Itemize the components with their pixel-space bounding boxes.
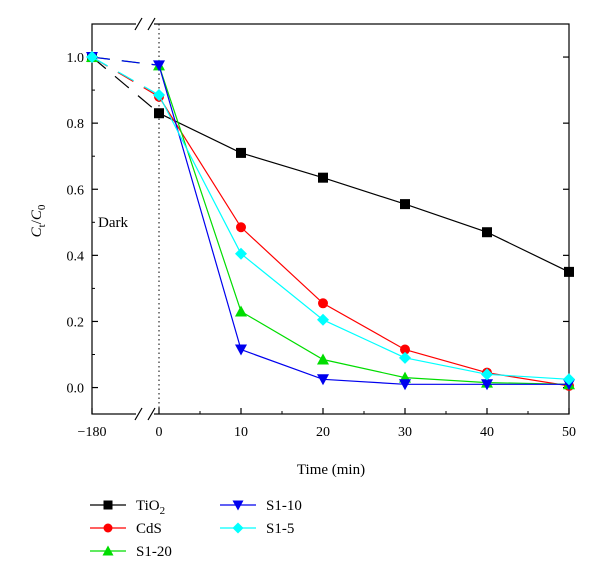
legend-label: S1-20 (136, 544, 172, 560)
series-line (158, 65, 570, 385)
x-tick-label: 50 (562, 425, 576, 440)
x-tick-label: 40 (480, 425, 494, 440)
y-tick-label: 1.0 (67, 51, 85, 66)
dark-annotation: Dark (98, 215, 128, 231)
data-point (481, 379, 493, 391)
data-point (317, 313, 329, 326)
legend-marker (102, 545, 114, 556)
plot-frame (91, 23, 570, 415)
series-line (158, 96, 570, 387)
x-tick-label: 20 (316, 425, 330, 440)
legend: TiO2 CdS S1-20 S1-10 S1-5 (90, 498, 302, 560)
series-tio2 (87, 52, 574, 277)
data-point (400, 199, 410, 210)
axis-break-mark-top (147, 17, 156, 31)
data-point (400, 344, 410, 355)
data-point (235, 305, 247, 317)
y-axis-title: Ct/C0 (29, 204, 48, 237)
series-s1-5 (86, 51, 575, 386)
y-tick-label: 0.4 (67, 249, 85, 264)
data-point (318, 298, 328, 309)
axis-break-gap-top (136, 20, 154, 28)
legend-label: S1-5 (266, 521, 294, 537)
legend-marker (232, 522, 244, 534)
data-point (563, 373, 575, 386)
legend-label: CdS (136, 521, 162, 537)
y-tick-label: 0.8 (67, 117, 85, 132)
data-point (154, 108, 164, 119)
data-point (317, 353, 329, 365)
data-point (236, 222, 246, 233)
series-line (158, 112, 570, 273)
data-point (86, 51, 98, 64)
axes: −180 0 10 20 30 40 50 0.0 0.2 0.4 0.6 0.8 1.0 (67, 17, 576, 440)
data-point (235, 344, 247, 356)
data-point (153, 60, 165, 72)
y-tick-label: 0.2 (67, 315, 85, 330)
data-point (564, 266, 574, 277)
legend-label: TiO2 (136, 498, 165, 517)
axis-break-gap-bottom (136, 410, 154, 418)
data-point (399, 351, 411, 364)
x-tick-label: 0 (156, 425, 163, 440)
data-point (317, 374, 329, 386)
data-point (481, 368, 493, 381)
series-layer (86, 51, 575, 391)
legend-item: S1-10 (220, 498, 302, 514)
legend-marker (232, 500, 244, 511)
data-point (236, 147, 246, 158)
legend-item: TiO2 (90, 498, 165, 517)
legend-marker (103, 500, 113, 510)
x-axis-title: Time (min) (297, 462, 365, 478)
y-tick-label: 0.0 (67, 382, 85, 397)
series-break-line (91, 56, 160, 66)
data-point (318, 172, 328, 183)
series-cds (87, 52, 574, 391)
legend-marker (103, 523, 113, 533)
axis-break-mark-bottom (134, 407, 143, 421)
y-tick-label: 0.6 (67, 183, 85, 198)
series-break-line (91, 56, 160, 96)
legend-item: S1-20 (90, 544, 172, 560)
axis-break-mark-top (134, 17, 143, 31)
data-point (235, 247, 247, 260)
x-tick-label: −180 (78, 425, 107, 440)
x-tick-label: 10 (234, 425, 248, 440)
series-line (158, 65, 569, 385)
legend-item: CdS (90, 521, 162, 537)
legend-item: S1-5 (220, 521, 294, 537)
legend-label: S1-10 (266, 498, 302, 514)
data-point (399, 379, 411, 391)
axis-break-mark-bottom (147, 407, 156, 421)
data-point (153, 89, 165, 102)
series-line (158, 94, 570, 380)
series-break-line (91, 56, 160, 114)
plot-border (91, 23, 570, 415)
x-tick-label: 30 (398, 425, 412, 440)
data-point (482, 227, 492, 238)
